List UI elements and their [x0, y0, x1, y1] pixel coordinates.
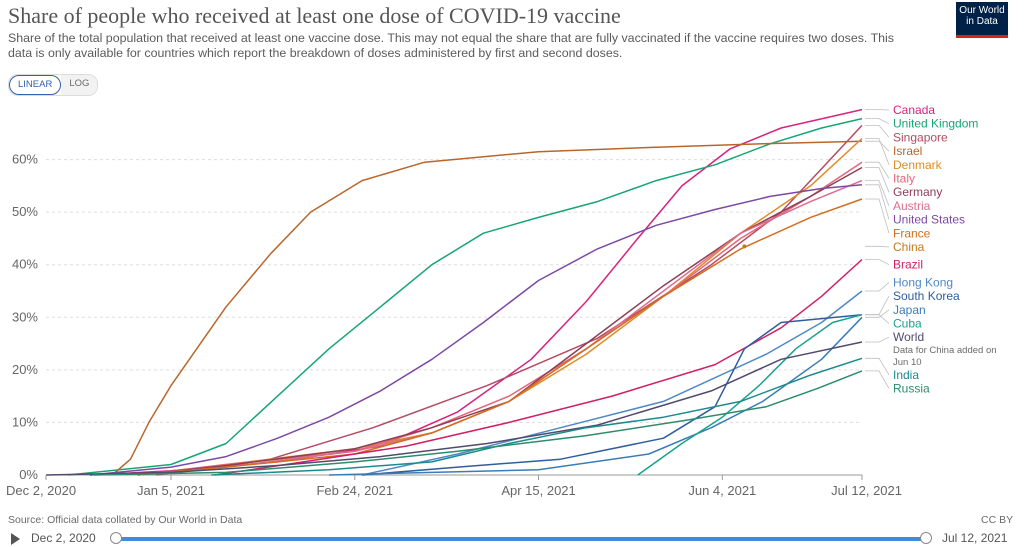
legend-label-austria[interactable]: Austria [893, 199, 931, 213]
series-line-cuba[interactable] [637, 313, 863, 476]
x-tick-label: Jul 12, 2021 [831, 483, 902, 498]
legend-label-germany[interactable]: Germany [893, 185, 942, 199]
legend-label-italy[interactable]: Italy [893, 172, 915, 186]
log-scale-button[interactable]: LOG [61, 75, 98, 95]
legend-label-united-kingdom[interactable]: United Kingdom [893, 117, 978, 131]
legend-leader-line [865, 245, 890, 248]
legend-label-world[interactable]: World [893, 330, 924, 344]
scale-toggle[interactable]: LINEAR LOG [8, 74, 99, 96]
series-layer [45, 108, 863, 476]
legend-leader-line [865, 259, 890, 266]
legend-leader-line [865, 124, 890, 138]
legend-leader-line [865, 118, 890, 125]
legend-label-france[interactable]: France [893, 226, 931, 240]
chart-title: Share of people who received at least on… [8, 3, 621, 28]
x-tick-label: Apr 15, 2021 [501, 483, 575, 498]
x-tick-label: Feb 24, 2021 [316, 483, 393, 498]
legend-label-south-korea[interactable]: South Korea [893, 289, 960, 303]
series-line-brazil[interactable] [214, 258, 863, 476]
license-link[interactable]: CC BY [981, 514, 1014, 526]
y-tick-label: 60% [12, 152, 38, 167]
series-line-world[interactable] [45, 341, 863, 476]
timeline-slider[interactable]: Dec 2, 2020 Jul 12, 2021 [0, 528, 1024, 547]
series-line-united-kingdom[interactable] [68, 117, 863, 476]
annotation-line-2: Jun 10 [893, 357, 922, 368]
series-line-united-states[interactable] [90, 184, 863, 476]
y-tick-label: 20% [12, 362, 38, 377]
legend-leader-line [865, 370, 890, 389]
legend-label-india[interactable]: India [893, 368, 919, 382]
legend-leader-line [865, 198, 890, 234]
series-line-canada[interactable] [90, 108, 863, 476]
series-line-south-korea[interactable] [362, 313, 863, 476]
series-point-china[interactable] [742, 244, 747, 249]
legend-leader-line [865, 295, 890, 316]
x-tick-label: Jan 5, 2021 [137, 483, 205, 498]
legend-leader-line [865, 167, 890, 193]
y-tick-label: 50% [12, 204, 38, 219]
axis-layer: 0% 10% 20% 30% 40% 50% 60% Dec 2, 2020 Jan 5, 20… [6, 152, 902, 498]
series-line-hong-kong[interactable] [361, 290, 863, 476]
legend-label-russia[interactable]: Russia [893, 382, 930, 396]
series-line-germany[interactable] [137, 166, 863, 476]
linear-scale-button[interactable]: LINEAR [9, 75, 62, 95]
legend-leader-line [865, 309, 890, 318]
legend-leader-line [865, 282, 890, 292]
logo-line-2: in Data [966, 16, 998, 27]
legend-label-japan[interactable]: Japan [893, 303, 926, 317]
legend-leader-line [865, 140, 890, 152]
y-tick-label: 0% [19, 467, 38, 482]
y-tick-label: 30% [12, 309, 38, 324]
legend-leader-line [865, 138, 890, 165]
x-tick-label: Dec 2, 2020 [6, 483, 76, 498]
series-line-france[interactable] [137, 198, 863, 476]
timeline-track[interactable] [116, 537, 926, 541]
source-note: Source: Official data collated by Our Wo… [8, 514, 243, 526]
legend-leader-line [865, 314, 890, 324]
legend-label-china[interactable]: China [893, 240, 925, 254]
legend-label-israel[interactable]: Israel [893, 144, 922, 158]
legend-label-united-states[interactable]: United States [893, 213, 965, 227]
series-line-japan[interactable] [328, 316, 863, 476]
y-tick-label: 40% [12, 257, 38, 272]
series-line-italy[interactable] [137, 161, 863, 476]
legend-leader-line [865, 161, 890, 179]
timeline-start-handle[interactable] [110, 532, 122, 544]
legend-label-hong-kong[interactable]: Hong Kong [893, 275, 953, 289]
legend-label-denmark[interactable]: Denmark [893, 158, 943, 172]
legend-leader-line [865, 184, 890, 220]
timeline-start-label: Dec 2, 2020 [31, 531, 96, 545]
grid-layer [46, 159, 862, 476]
series-line-israel[interactable] [111, 140, 863, 476]
owid-logo[interactable]: Our World in Data [956, 2, 1008, 35]
legend-label-singapore[interactable]: Singapore [893, 130, 948, 144]
chart-subtitle: Share of the total population that recei… [8, 31, 894, 60]
y-tick-label: 10% [12, 414, 38, 429]
legend-label-canada[interactable]: Canada [893, 103, 935, 117]
series-line-russia[interactable] [93, 370, 863, 476]
legend-leader-line [865, 357, 890, 376]
legend-label-brazil[interactable]: Brazil [893, 258, 923, 272]
legend-label-cuba[interactable]: Cuba [893, 317, 922, 331]
play-icon[interactable] [11, 533, 20, 545]
logo-accent-bar [956, 35, 1008, 38]
annotation-line-1: Data for China added on [893, 345, 997, 356]
legend-leader-line [865, 180, 890, 207]
timeline-end-handle[interactable] [920, 532, 932, 544]
timeline-end-label: Jul 12, 2021 [942, 531, 1008, 545]
series-line-india[interactable] [211, 357, 863, 476]
x-tick-label: Jun 4, 2021 [688, 483, 756, 498]
legend-leader-line [865, 336, 890, 343]
logo-line-1: Our World [959, 5, 1005, 16]
